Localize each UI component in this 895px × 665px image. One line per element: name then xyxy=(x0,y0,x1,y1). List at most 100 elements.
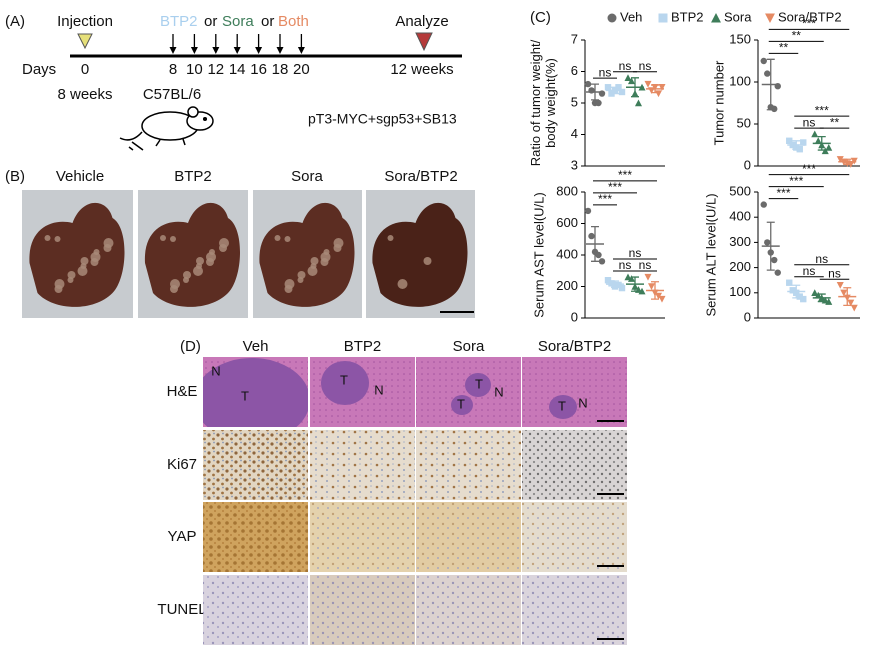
y-tick-label: 50 xyxy=(737,115,751,130)
significance-label: ns xyxy=(803,115,816,129)
data-point xyxy=(789,141,796,149)
row-label: H&E xyxy=(167,383,198,400)
y-axis-label: Serum AST level(U/L) xyxy=(531,192,546,317)
day-arrowhead xyxy=(255,47,263,54)
data-point xyxy=(847,161,855,168)
histology-texture xyxy=(416,430,521,500)
data-point xyxy=(811,130,819,138)
day-arrowhead xyxy=(190,47,198,54)
significance-label: ns xyxy=(639,59,652,73)
data-point xyxy=(651,289,659,297)
significance-label: ns xyxy=(619,258,632,272)
significance-label: ** xyxy=(830,115,840,129)
data-point xyxy=(638,287,646,295)
data-point xyxy=(793,289,800,296)
data-point xyxy=(595,99,602,107)
nodule xyxy=(423,257,432,265)
data-point xyxy=(638,83,646,91)
nodule xyxy=(274,235,281,241)
nodule xyxy=(307,266,318,276)
y-tick-label: 100 xyxy=(729,73,751,88)
region-label: T xyxy=(241,388,249,403)
data-point xyxy=(611,87,619,94)
data-point xyxy=(651,84,659,91)
column-label: Sora xyxy=(453,338,485,355)
data-point xyxy=(627,275,636,282)
nodule xyxy=(44,235,51,241)
data-point xyxy=(647,283,656,291)
data-point xyxy=(618,284,626,292)
data-point xyxy=(634,99,643,107)
region-label: N xyxy=(494,384,503,399)
y-tick-label: 300 xyxy=(729,234,751,249)
data-point xyxy=(624,74,632,81)
y-axis-label: Ratio of tumor weight/ xyxy=(528,39,543,166)
histology-texture xyxy=(310,502,415,572)
legend-label: BTP2 xyxy=(671,9,704,24)
row-label: Ki67 xyxy=(167,456,197,473)
nodule xyxy=(54,236,61,242)
y-tick-label: 500 xyxy=(729,183,751,198)
data-point xyxy=(818,141,826,149)
histology-texture xyxy=(310,575,415,645)
day-label: 20 xyxy=(293,61,310,78)
treatment-btp2: BTP2 xyxy=(160,13,198,30)
data-point xyxy=(825,144,833,151)
nodule xyxy=(320,258,329,266)
tumor-region xyxy=(203,358,308,427)
panel-label: (B) xyxy=(5,168,25,185)
data-point xyxy=(631,90,639,97)
significance-label: *** xyxy=(815,103,829,117)
legend-marker xyxy=(658,13,668,23)
day-label: 8 xyxy=(169,61,177,78)
liver xyxy=(259,202,355,307)
y-tick-label: 600 xyxy=(556,215,578,230)
data-point xyxy=(654,292,663,300)
nodule xyxy=(193,266,203,276)
data-point xyxy=(767,249,774,256)
analyze-label: Analyze xyxy=(395,13,448,30)
data-point xyxy=(771,256,778,264)
histology-texture xyxy=(310,430,415,500)
data-point xyxy=(584,80,592,88)
histology-texture xyxy=(522,430,627,500)
histology-texture xyxy=(522,357,627,427)
data-point xyxy=(786,279,793,286)
significance-label: ns xyxy=(599,65,612,79)
significance-label: ns xyxy=(639,258,652,272)
data-point xyxy=(771,105,778,113)
nodule xyxy=(284,236,291,242)
data-point xyxy=(644,273,652,281)
histology-texture xyxy=(203,502,308,572)
data-point xyxy=(627,77,636,85)
model-label: pT3-MYC+sgp53+SB13 xyxy=(308,111,457,127)
histology-texture xyxy=(416,502,521,572)
day-label: 10 xyxy=(186,61,203,78)
liver xyxy=(372,202,468,307)
data-point xyxy=(840,289,848,297)
group-label: Sora/BTP2 xyxy=(384,168,457,185)
significance-label: ns xyxy=(629,246,642,260)
region-label: N xyxy=(374,382,383,397)
significance-label: *** xyxy=(618,168,632,182)
y-tick-label: 0 xyxy=(744,309,751,324)
nodule xyxy=(160,235,166,241)
y-tick-label: 0 xyxy=(571,309,578,324)
legend-marker xyxy=(711,13,721,23)
nodule xyxy=(77,266,88,276)
data-point xyxy=(644,80,652,88)
data-point xyxy=(608,280,615,287)
nodule xyxy=(310,257,319,265)
data-point xyxy=(800,139,807,146)
nodule xyxy=(387,235,394,241)
y-tick-label: 5 xyxy=(571,94,578,109)
row-label: TUNEL xyxy=(157,601,206,618)
nodule xyxy=(206,258,214,266)
data-point xyxy=(825,298,833,305)
data-point xyxy=(789,287,796,294)
y-tick-label: 7 xyxy=(571,31,578,46)
data-point xyxy=(584,207,592,215)
data-point xyxy=(654,90,663,98)
significance-label: ns xyxy=(803,264,816,278)
